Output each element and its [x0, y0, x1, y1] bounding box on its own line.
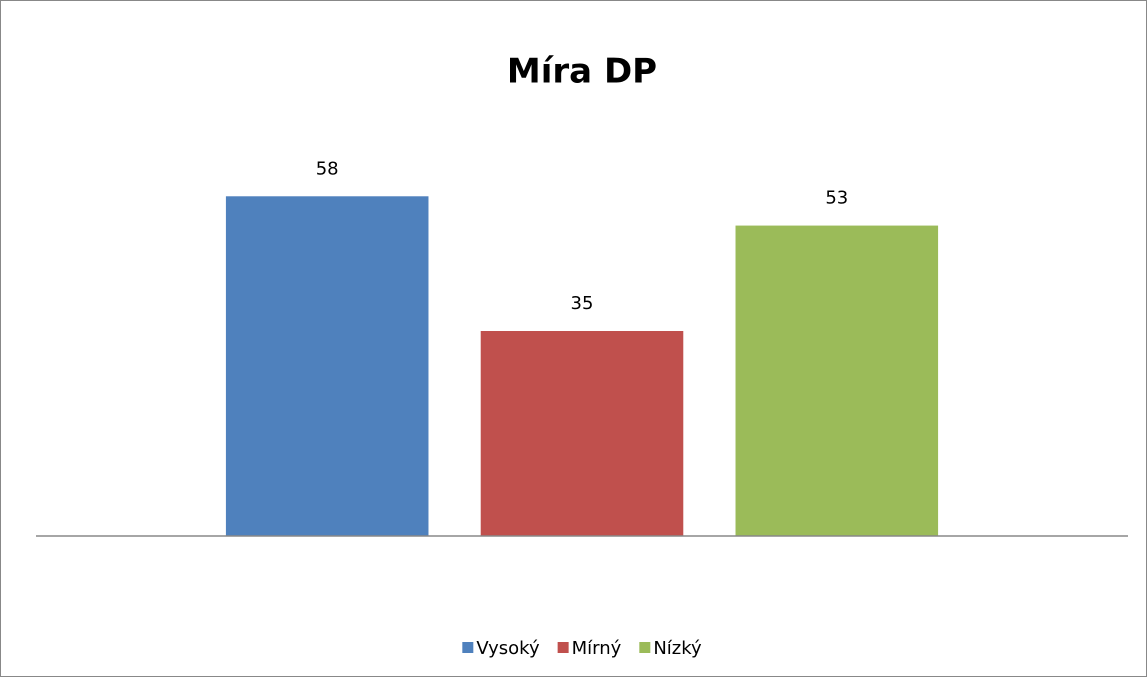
legend-label: Vysoký [476, 638, 540, 659]
legend-swatch [639, 642, 651, 653]
bar [480, 331, 684, 536]
data-label: 58 [316, 158, 339, 179]
legend-swatch [557, 642, 569, 653]
bar [735, 225, 939, 537]
data-label: 35 [571, 293, 594, 314]
legend-swatch [462, 642, 474, 653]
legend-label: Nízký [653, 638, 702, 659]
bar [225, 196, 429, 537]
data-label: 53 [825, 188, 848, 209]
chart-title: Míra DP [507, 52, 657, 92]
legend-label: Mírný [572, 638, 622, 659]
